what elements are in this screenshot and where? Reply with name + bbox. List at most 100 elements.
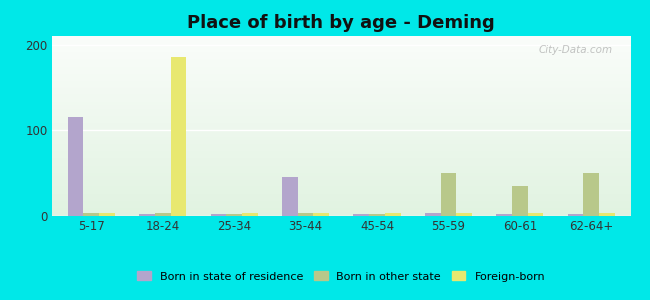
Bar (52, 175, 630, 176)
Bar (52, 195, 630, 196)
Bar (52, 194, 630, 195)
Bar (52, 165, 630, 166)
Bar (52, 95, 630, 96)
Bar (52, 36, 630, 37)
Bar (52, 89, 630, 90)
Bar (52, 75, 630, 76)
Bar (52, 147, 630, 148)
Bar (52, 203, 630, 204)
Bar (385, 213, 400, 216)
Bar (52, 44, 630, 45)
Bar (52, 179, 630, 180)
Bar (52, 204, 630, 205)
Bar (52, 125, 630, 126)
Bar (52, 68, 630, 69)
Bar (52, 63, 630, 64)
Bar (52, 38, 630, 39)
Bar (298, 213, 313, 216)
Bar (52, 67, 630, 68)
Bar (52, 104, 630, 105)
Bar (52, 215, 630, 216)
Bar (52, 202, 630, 203)
Bar (583, 173, 599, 216)
Bar (52, 168, 630, 169)
Bar (68, 117, 83, 216)
Bar (52, 138, 630, 139)
Bar (52, 164, 630, 165)
Bar (52, 137, 630, 138)
Bar (52, 91, 630, 92)
Text: City-Data.com: City-Data.com (539, 45, 613, 55)
Bar (52, 185, 630, 186)
Bar (52, 109, 630, 110)
Bar (52, 103, 630, 104)
Bar (52, 189, 630, 190)
Bar (52, 154, 630, 155)
Bar (52, 187, 630, 188)
Bar (52, 196, 630, 197)
Bar (52, 92, 630, 93)
Bar (52, 141, 630, 142)
Bar (52, 64, 630, 65)
Bar (52, 115, 630, 116)
Bar (52, 173, 630, 174)
Bar (52, 49, 630, 50)
Bar (242, 213, 257, 216)
Bar (52, 148, 630, 149)
Bar (52, 159, 630, 160)
Bar (52, 122, 630, 123)
Bar (52, 206, 630, 207)
Bar (226, 214, 242, 216)
Bar (52, 152, 630, 153)
Bar (52, 160, 630, 161)
Bar (52, 153, 630, 154)
Bar (52, 86, 630, 87)
Bar (599, 213, 615, 216)
Bar (52, 184, 630, 185)
Bar (52, 42, 630, 43)
Bar (52, 43, 630, 44)
Bar (52, 200, 630, 201)
Bar (425, 213, 441, 216)
Bar (52, 54, 630, 55)
Bar (52, 202, 630, 203)
Bar (52, 191, 630, 192)
Bar (52, 79, 630, 80)
Bar (52, 158, 630, 159)
Bar (52, 78, 630, 79)
Bar (52, 99, 630, 100)
Bar (52, 50, 630, 51)
Bar (52, 213, 630, 214)
Bar (52, 143, 630, 144)
Bar (52, 171, 630, 172)
Bar (52, 139, 630, 140)
Bar (52, 161, 630, 162)
Bar (52, 88, 630, 89)
Bar (52, 41, 630, 42)
Bar (52, 130, 630, 131)
Bar (52, 45, 630, 46)
Bar (52, 162, 630, 163)
Bar (52, 205, 630, 206)
Title: Place of birth by age - Deming: Place of birth by age - Deming (187, 14, 495, 32)
Bar (52, 100, 630, 101)
Bar (52, 176, 630, 177)
Bar (52, 183, 630, 184)
Bar (52, 61, 630, 62)
Bar (52, 60, 630, 61)
Bar (52, 114, 630, 115)
Bar (52, 111, 630, 112)
Bar (52, 72, 630, 73)
Bar (52, 128, 630, 129)
Bar (52, 207, 630, 208)
Bar (52, 188, 630, 189)
Bar (52, 134, 630, 135)
Bar (52, 212, 630, 213)
Bar (52, 167, 630, 168)
Bar (52, 107, 630, 108)
Bar (52, 56, 630, 57)
Bar (282, 177, 298, 216)
Bar (512, 186, 528, 216)
Bar (52, 58, 630, 59)
Bar (52, 121, 630, 122)
